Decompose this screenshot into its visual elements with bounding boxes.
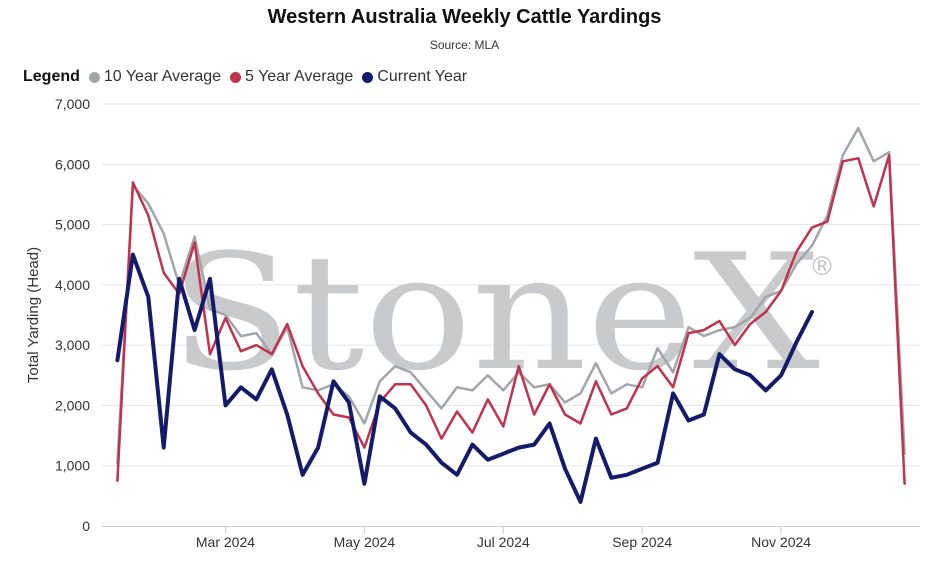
legend-swatch-5-year-average: [230, 71, 242, 83]
x-tick-label: Jul 2024: [477, 534, 530, 550]
legend-swatch-10-year-average: [88, 71, 100, 83]
watermark-registered-mark: ®: [809, 252, 835, 282]
legend-item-5-year-average[interactable]: 5 Year Average: [230, 68, 353, 86]
y-tick-label: 4,000: [55, 277, 90, 293]
legend-item-current-year[interactable]: Current Year: [362, 68, 467, 86]
y-tick-label: 5,000: [55, 217, 90, 233]
y-axis-label: Total Yarding (Head): [25, 247, 42, 383]
y-tick-label: 6,000: [55, 156, 90, 172]
x-tick-label: Mar 2024: [196, 534, 255, 550]
chart-title: Western Australia Weekly Cattle Yardings: [267, 6, 662, 28]
series-line-10-year-average[interactable]: [116, 126, 906, 464]
legend-item-10-year-average[interactable]: 10 Year Average: [88, 68, 222, 86]
axes: 0 1,000 2,000 3,000 4,000 5,000 6,000 7,000 Mar …: [25, 96, 920, 550]
x-tick-label: Nov 2024: [751, 534, 811, 550]
y-tick-label: 0: [82, 518, 90, 534]
x-tick-label: May 2024: [334, 534, 396, 550]
y-tick-label: 3,000: [55, 337, 90, 353]
series-line-5-year-average[interactable]: [116, 153, 906, 486]
watermark-text: StoneX: [170, 219, 820, 406]
y-tick-label: 7,000: [55, 96, 90, 112]
legend-label-5-year-average: 5 Year Average: [245, 68, 354, 85]
y-tick-label: 1,000: [55, 458, 90, 474]
y-tick-label: 2,000: [55, 397, 90, 413]
series-layer: [115, 126, 906, 504]
legend-title: Legend: [23, 68, 80, 85]
legend-label-10-year-average: 10 Year Average: [103, 68, 222, 85]
chart-subtitle: Source: MLA: [429, 38, 500, 52]
x-tick-label: Sep 2024: [612, 534, 672, 550]
legend-swatch-current-year: [362, 71, 374, 83]
series-line-current-year[interactable]: [115, 252, 814, 504]
watermark: StoneX®: [170, 219, 835, 406]
legend: Legend 10 Year Average 5 Year Average Cu…: [23, 67, 476, 87]
legend-label-current-year: Current Year: [377, 68, 468, 85]
